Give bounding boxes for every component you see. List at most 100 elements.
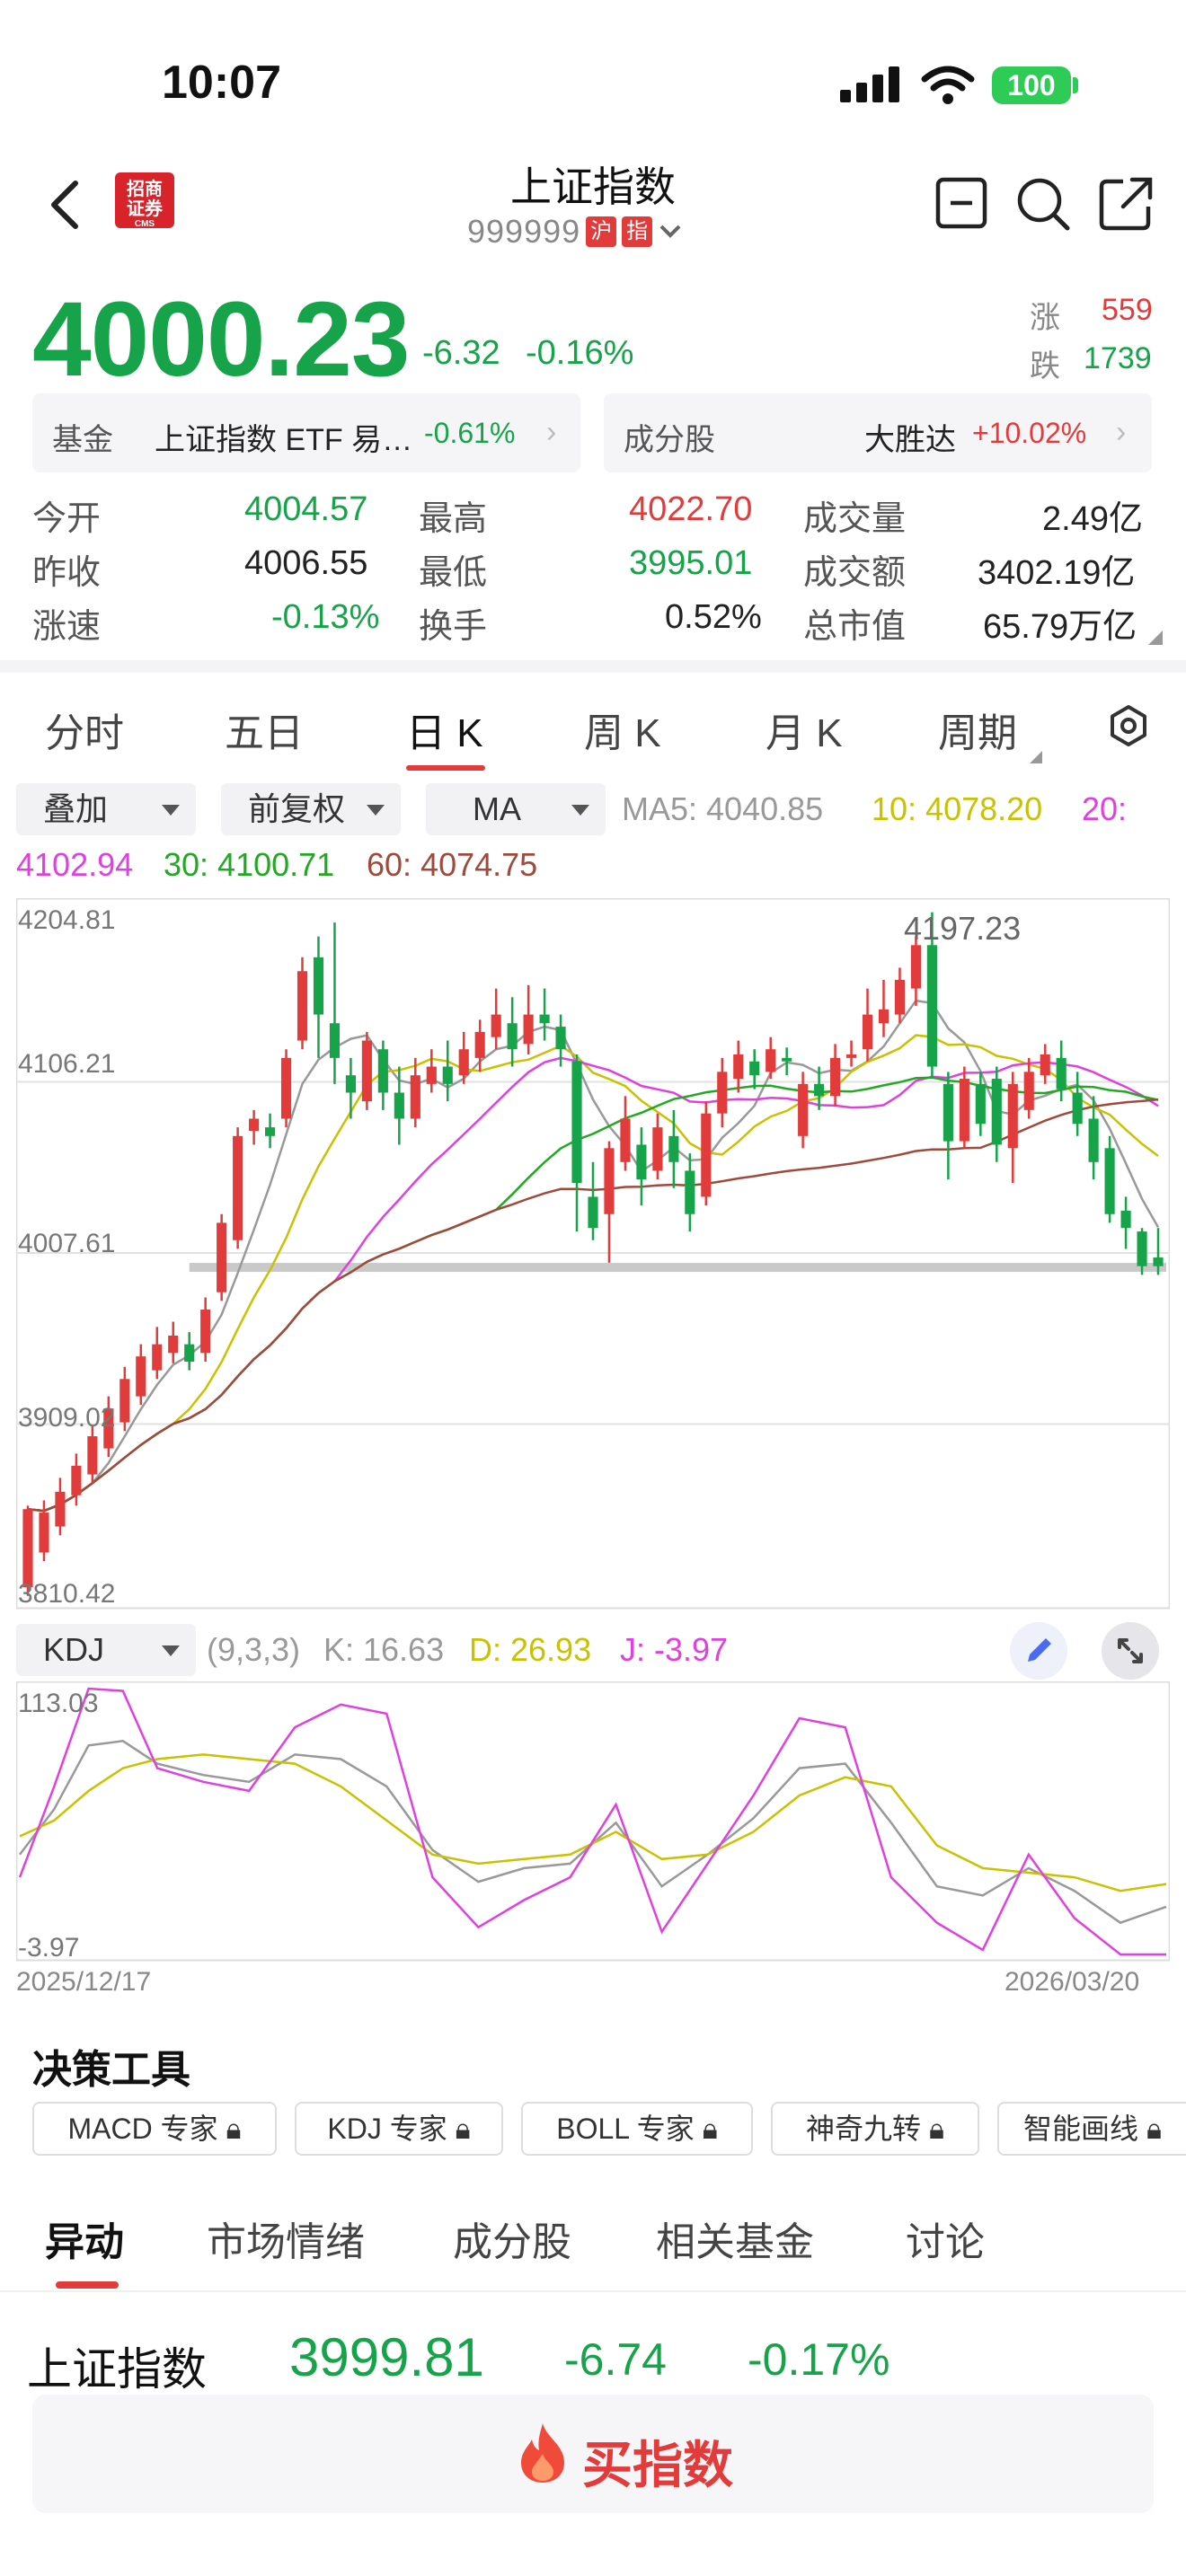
candle-body <box>1056 1057 1067 1090</box>
share-icon[interactable] <box>1098 176 1154 232</box>
fund-card-name: 上证指数 ETF 易… <box>155 423 413 457</box>
tab-movement[interactable]: 异动 <box>45 2220 124 2264</box>
status-time: 10:07 <box>162 57 281 109</box>
candle-body <box>296 971 308 1041</box>
back-icon[interactable] <box>47 178 83 232</box>
moving-averages <box>27 999 1160 1513</box>
component-card[interactable]: 成分股 大胜达 +10.02% › <box>604 393 1152 472</box>
candle-body <box>910 945 922 989</box>
tab-five-day[interactable]: 五日 <box>225 711 304 755</box>
x-end-date: 2026/03/20 <box>1005 1967 1140 1997</box>
stat-label: 总市值 <box>803 608 907 646</box>
candle-body <box>539 1014 550 1024</box>
ma30-line <box>27 1076 1159 1513</box>
code-selector[interactable]: 999999 沪 指 <box>467 212 683 251</box>
candle-body <box>264 1127 276 1136</box>
expand-button[interactable] <box>1102 1622 1159 1680</box>
tab-discussion[interactable]: 讨论 <box>906 2220 985 2264</box>
candle-body <box>943 1083 953 1142</box>
candle-body <box>1007 1083 1018 1149</box>
lock-icon: 🔒︎ <box>455 2113 471 2145</box>
candle-body <box>991 1079 1002 1145</box>
kdj-y-tick-label: 113.03 <box>18 1689 99 1718</box>
overlay-dropdown[interactable]: 叠加 <box>16 783 196 835</box>
stat-value: 3995.01 <box>629 544 753 582</box>
candle-body <box>620 1118 631 1162</box>
candle-body <box>766 1049 776 1072</box>
candle-body <box>200 1310 211 1354</box>
indicator-dropdown[interactable]: MA <box>426 783 606 835</box>
search-icon[interactable] <box>1015 176 1071 232</box>
stat-label: 最低 <box>419 554 488 592</box>
tab-sentiment[interactable]: 市场情绪 <box>207 2220 365 2264</box>
tool-label: BOLL 专家 <box>556 2113 695 2145</box>
tab-intraday[interactable]: 分时 <box>45 711 124 755</box>
pencil-icon <box>1028 1638 1051 1662</box>
candlestick-chart[interactable]: 4204.81 4106.21 4007.61 3909.02 3810.42 … <box>16 898 1170 1617</box>
candle-body <box>894 979 906 1015</box>
tab-day-k[interactable]: 日 K <box>406 711 483 755</box>
candle-body <box>749 1061 760 1076</box>
battery-tip <box>1073 77 1078 93</box>
ticker-price: 3999.81 <box>289 2327 484 2387</box>
tab-month-k[interactable]: 月 K <box>766 711 843 755</box>
tab-components[interactable]: 成分股 <box>453 2220 571 2264</box>
y-tick-label: 4007.61 <box>18 1229 115 1258</box>
candle-body <box>604 1148 615 1214</box>
advancers-count: 559 <box>1102 293 1153 327</box>
candle-body <box>652 1127 663 1171</box>
kdj-d-line <box>19 1753 1167 1892</box>
stat-value: 4006.55 <box>244 544 368 582</box>
x-start-date: 2025/12/17 <box>16 1967 152 1997</box>
component-card-pct: +10.02% <box>972 417 1087 449</box>
candle-body <box>458 1049 469 1076</box>
minimize-icon[interactable] <box>934 176 988 230</box>
decliners-label: 跌 <box>1030 349 1060 384</box>
stat-label: 最高 <box>419 500 488 538</box>
stat-label: 成交额 <box>803 554 907 592</box>
tool-macd[interactable]: MACD 专家 🔒︎ <box>32 2102 277 2156</box>
gear-icon[interactable] <box>1107 704 1150 747</box>
signal-icon <box>840 66 899 102</box>
tool-label: MACD 专家 <box>67 2113 218 2145</box>
axis-labels: 4204.81 4106.21 4007.61 3909.02 3810.42 … <box>18 905 1021 1609</box>
candle-body <box>814 1083 825 1097</box>
candle-body <box>507 1023 518 1050</box>
tool-label: KDJ 专家 <box>327 2113 447 2145</box>
edit-button[interactable] <box>1010 1622 1067 1680</box>
ma20-label: 20: <box>1082 790 1128 827</box>
candle-body <box>426 1066 437 1084</box>
tab-period[interactable]: 周期 <box>938 711 1017 755</box>
price-change-pct: -0.16% <box>526 334 634 372</box>
fund-card-label: 基金 <box>52 423 113 457</box>
stat-value: 65.79万亿 <box>983 608 1137 646</box>
corner-expand-icon[interactable] <box>1148 631 1163 645</box>
fund-card[interactable]: 基金 上证指数 ETF 易… -0.61% › <box>32 393 580 472</box>
stat-value: 2.49亿 <box>1042 500 1143 538</box>
kdj-dropdown[interactable]: KDJ <box>16 1624 196 1676</box>
tool-label: 智能画线 <box>1023 2113 1139 2145</box>
candle-body <box>878 1009 890 1024</box>
battery-indicator: 100 <box>992 66 1071 104</box>
kdj-chart[interactable]: 113.03 -3.97 <box>16 1681 1170 1962</box>
candle-body <box>491 1014 501 1037</box>
candle-body <box>1040 1054 1050 1076</box>
tool-nine-turn[interactable]: 神奇九转 🔒︎ <box>771 2102 979 2156</box>
tool-label: 神奇九转 <box>806 2113 922 2145</box>
y-tick-label: 4106.21 <box>18 1049 115 1079</box>
candle-body <box>361 1040 372 1102</box>
tool-boll[interactable]: BOLL 专家 🔒︎ <box>521 2102 753 2156</box>
tool-smart-draw[interactable]: 智能画线 🔒︎ <box>997 2102 1186 2156</box>
adjust-dropdown[interactable]: 前复权 <box>221 783 401 835</box>
kdj-k-value: K: 16.63 <box>323 1631 445 1668</box>
exchange-tag: 沪 <box>586 216 617 247</box>
stat-label: 涨速 <box>32 608 102 646</box>
candle-body <box>249 1118 260 1132</box>
tab-week-k[interactable]: 周 K <box>584 711 661 755</box>
caret-down-icon <box>162 805 180 816</box>
candle-body <box>1104 1148 1115 1214</box>
ticker-name: 上证指数 <box>27 2344 207 2395</box>
tool-kdj[interactable]: KDJ 专家 🔒︎ <box>295 2102 503 2156</box>
tab-related-funds[interactable]: 相关基金 <box>656 2220 814 2264</box>
buy-index-button[interactable]: 买指数 <box>32 2395 1154 2513</box>
